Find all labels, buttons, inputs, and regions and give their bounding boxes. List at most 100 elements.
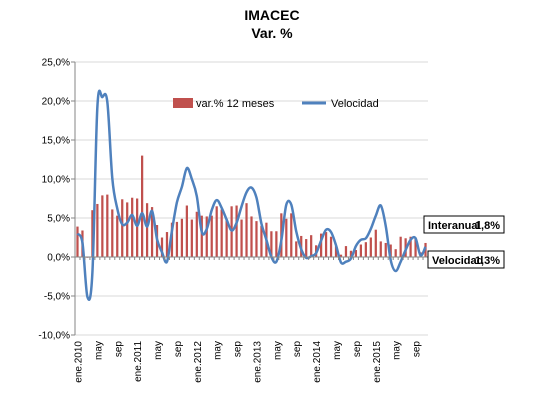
bar [205, 216, 208, 257]
chart-title: IMACEC [244, 7, 299, 23]
bar [210, 215, 213, 257]
x-tick-label: ene.2013 [253, 341, 264, 383]
y-tick-label: 0,0% [47, 253, 70, 264]
line-series [76, 89, 427, 301]
bar [305, 239, 308, 257]
x-tick-label: ene.2014 [312, 341, 323, 383]
x-tick-label: may [392, 341, 403, 360]
bar [220, 209, 223, 257]
bar [295, 241, 298, 257]
bar [389, 244, 392, 257]
bar [240, 219, 243, 257]
chart-subtitle: Var. % [251, 25, 293, 41]
x-tick-label: sep [233, 341, 244, 358]
bar [215, 206, 218, 257]
bar [275, 231, 278, 257]
bar [160, 237, 164, 257]
bar [101, 195, 104, 257]
velocidad-line [76, 89, 427, 301]
bar [245, 203, 248, 257]
bar [379, 241, 382, 257]
bar [324, 232, 328, 257]
bar [270, 231, 273, 257]
bar [285, 218, 288, 257]
bar [344, 246, 348, 257]
bar [235, 205, 238, 257]
bar [374, 229, 377, 257]
bar [195, 211, 198, 257]
bar [145, 203, 149, 257]
x-tick-label: may [213, 341, 224, 360]
bar [354, 249, 358, 257]
x-tick-label: ene.2011 [133, 341, 144, 382]
y-tick-label: 5,0% [47, 214, 70, 225]
bar [250, 216, 253, 257]
bar [200, 215, 203, 257]
y-tick-label: -10,0% [38, 331, 70, 342]
callout-interanual-value: 1,8% [475, 220, 500, 232]
legend: var.% 12 meses Velocidad [173, 98, 379, 110]
x-tick-label: ene.2012 [193, 341, 204, 383]
x-tick-label: sep [352, 341, 363, 358]
bar [384, 242, 387, 257]
bar [414, 239, 417, 257]
callout-velocidad-label: Velocidad [432, 255, 483, 267]
x-tick-label: may [272, 341, 283, 360]
bar [359, 244, 362, 257]
bar-series [76, 155, 427, 258]
x-tick-label: sep [113, 341, 124, 358]
callout-interanual-box [423, 215, 505, 234]
legend-line-label: Velocidad [331, 98, 379, 110]
bar [394, 249, 397, 257]
bar [106, 194, 109, 257]
bar [329, 236, 333, 257]
y-tick-label: 15,0% [42, 136, 70, 147]
y-tick-label: -5,0% [44, 292, 70, 303]
x-tick-label: sep [173, 341, 184, 358]
bar [319, 233, 323, 257]
bar [170, 222, 174, 257]
bar [290, 213, 293, 257]
axes [71, 61, 429, 336]
bar [150, 207, 154, 257]
y-tick-label: 25,0% [42, 58, 70, 69]
x-tick-label: sep [292, 341, 303, 358]
bar [399, 236, 402, 257]
bar [310, 235, 313, 257]
bar [260, 225, 263, 257]
bar [91, 210, 94, 257]
legend-bar-label: var.% 12 meses [196, 98, 275, 110]
callouts: Interanual 1,8% Velocidad 1,3% [423, 215, 505, 269]
bar [136, 198, 139, 257]
bar [96, 203, 99, 257]
bar [190, 219, 193, 257]
bar [339, 254, 343, 257]
callout-velocidad-value: 1,3% [475, 255, 500, 267]
bar [76, 226, 79, 257]
x-tick-label: sep [412, 341, 423, 358]
bar [111, 209, 114, 257]
bar [409, 236, 412, 257]
bar [141, 155, 144, 257]
x-tick-label: ene.2015 [372, 341, 383, 383]
y-tick-label: 20,0% [42, 97, 70, 108]
x-axis-tick-labels: ene.2010 may sep ene.2011 may sep ene.2012 may s… [74, 341, 423, 383]
x-tick-label: may [332, 341, 343, 360]
bar [165, 232, 169, 257]
bar [116, 215, 119, 257]
y-tick-label: 10,0% [42, 175, 70, 186]
y-axis-tick-labels: 25,0% 20,0% 15,0% 10,0% 5,0% 0,0% -5,0% -10,0% [38, 58, 70, 342]
bar [131, 197, 134, 257]
bar [349, 250, 353, 257]
callout-velocidad-box [427, 250, 505, 269]
x-tick-label: ene.2010 [74, 341, 85, 383]
x-tick-label: may [153, 341, 164, 360]
bar [185, 205, 188, 257]
bar [334, 246, 338, 257]
bar [180, 218, 184, 257]
callout-interanual-label: Interanual [428, 220, 481, 232]
bar [369, 237, 372, 257]
bar [175, 221, 179, 257]
bar [225, 218, 228, 257]
